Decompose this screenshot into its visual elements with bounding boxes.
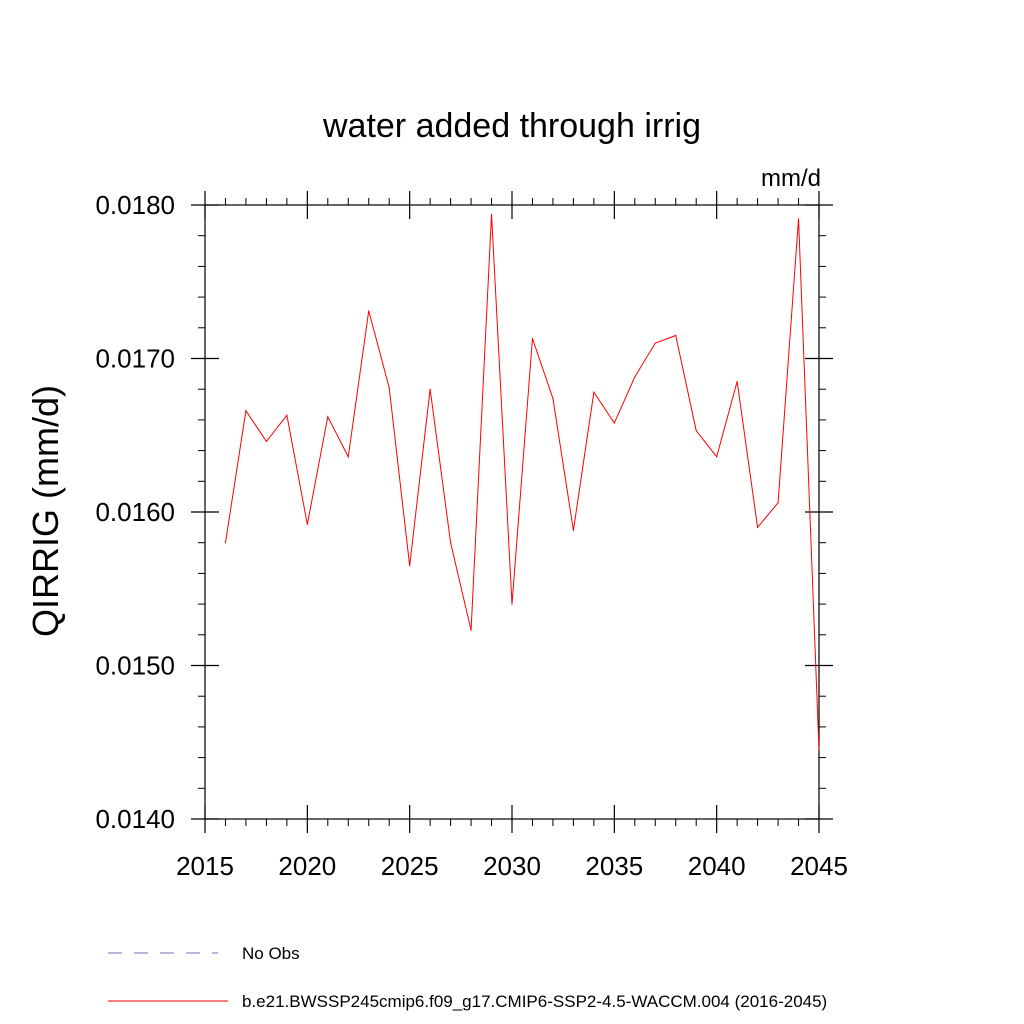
data-point bbox=[490, 213, 493, 215]
x-tick-label: 2040 bbox=[688, 851, 746, 881]
plot-frame bbox=[204, 204, 820, 820]
data-point bbox=[593, 391, 595, 393]
data-point bbox=[613, 422, 615, 424]
data-point bbox=[245, 410, 247, 412]
data-point bbox=[327, 416, 329, 418]
data-point bbox=[716, 456, 718, 458]
x-tick-labels: 2015 2020 2025 2030 2035 2040 2045 bbox=[176, 851, 848, 881]
data-point bbox=[572, 529, 575, 532]
data-point bbox=[736, 380, 738, 383]
series-line bbox=[224, 214, 820, 750]
chart-title: water added through irrig bbox=[322, 107, 701, 145]
data-point bbox=[347, 456, 349, 458]
data-point bbox=[797, 218, 800, 220]
legend: No Obs b.e21.BWSSP245cmip6.f09_g17.CMIP6… bbox=[108, 944, 827, 1011]
data-point bbox=[757, 526, 759, 528]
x-tick-label: 2015 bbox=[176, 851, 234, 881]
data-point bbox=[450, 542, 452, 544]
legend-label-model-run: b.e21.BWSSP245cmip6.f09_g17.CMIP6-SSP2-4… bbox=[242, 992, 827, 1011]
y-tick-label: 0.0140 bbox=[95, 804, 175, 834]
data-point bbox=[695, 430, 697, 432]
y-axis-label: QIRRIG (mm/d) bbox=[25, 385, 66, 637]
x-tick-label: 2035 bbox=[585, 851, 643, 881]
data-point bbox=[409, 565, 411, 567]
data-point bbox=[511, 603, 513, 605]
data-point bbox=[265, 440, 267, 442]
y-tick-label: 0.0170 bbox=[95, 344, 175, 374]
data-point bbox=[368, 310, 370, 312]
x-tick-label: 2020 bbox=[278, 851, 336, 881]
x-tick-label: 2030 bbox=[483, 851, 541, 881]
x-tick-label: 2025 bbox=[381, 851, 439, 881]
data-point bbox=[531, 337, 534, 340]
data-point bbox=[306, 523, 308, 525]
x-tick-label: 2045 bbox=[790, 851, 848, 881]
data-point bbox=[777, 502, 779, 504]
data-point bbox=[634, 376, 636, 378]
data-point bbox=[552, 397, 554, 400]
data-point bbox=[470, 629, 472, 631]
data-point bbox=[224, 542, 227, 544]
legend-label-no-obs: No Obs bbox=[242, 944, 300, 963]
y-tick-labels: 0.0140 0.0150 0.0160 0.0170 0.0180 bbox=[95, 190, 175, 834]
data-point bbox=[388, 387, 390, 389]
data-point bbox=[818, 749, 820, 751]
y-tick-label: 0.0160 bbox=[95, 497, 175, 527]
axis-ticks bbox=[191, 191, 833, 833]
y-tick-label: 0.0150 bbox=[95, 651, 175, 681]
data-point bbox=[286, 414, 288, 416]
units-label: mm/d bbox=[761, 165, 821, 192]
data-point bbox=[654, 342, 656, 344]
data-point bbox=[675, 334, 677, 337]
data-point bbox=[429, 388, 431, 390]
series-group bbox=[224, 213, 820, 751]
y-tick-label: 0.0180 bbox=[95, 190, 175, 220]
